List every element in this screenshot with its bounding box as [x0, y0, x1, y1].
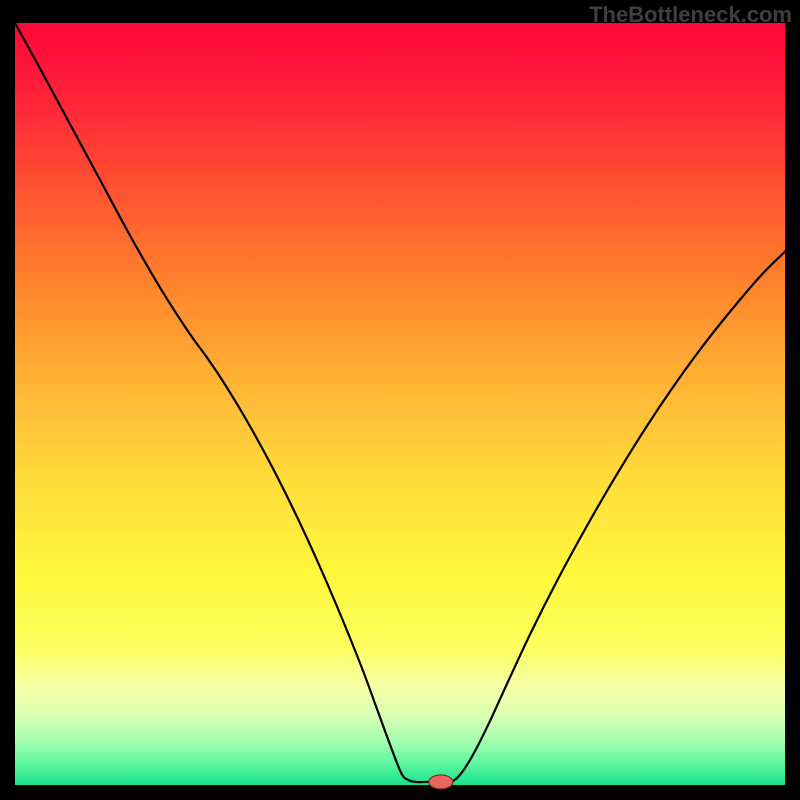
bottleneck-chart: TheBottleneck.com [0, 0, 800, 800]
optimal-point-marker [429, 775, 453, 789]
chart-svg [0, 0, 800, 800]
